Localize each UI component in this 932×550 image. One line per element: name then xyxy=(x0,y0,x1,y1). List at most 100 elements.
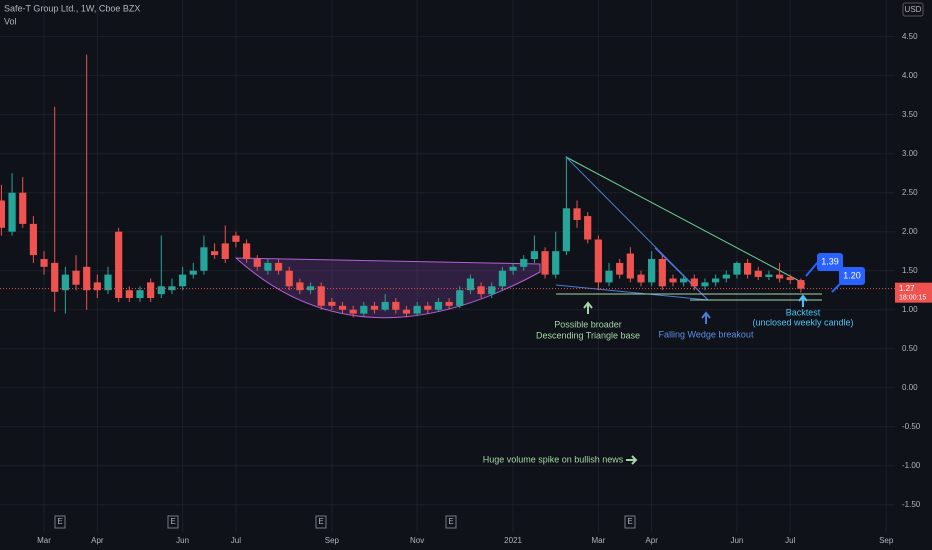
candle-body xyxy=(221,243,229,260)
countdown: 18:00:15 xyxy=(899,294,926,301)
candle-body xyxy=(232,235,240,242)
candle-body xyxy=(648,259,656,283)
y-tick-label: 2.50 xyxy=(902,188,918,197)
x-tick-label: Jul xyxy=(785,536,795,545)
candle-body xyxy=(349,309,357,314)
candle-body xyxy=(157,286,165,295)
candle-body xyxy=(147,282,155,299)
candle-body xyxy=(605,270,613,283)
candle-body xyxy=(616,262,624,275)
candle-body xyxy=(19,192,27,224)
candle-body xyxy=(211,251,219,256)
candle-body xyxy=(253,259,261,267)
price-note: 1.20 xyxy=(843,270,861,280)
candle-body xyxy=(29,223,37,256)
candle-body xyxy=(637,274,645,283)
y-tick-label: 2.00 xyxy=(902,227,918,236)
callout-pointer xyxy=(805,261,819,277)
earnings-marker: E xyxy=(627,517,632,526)
current-price: 1.27 xyxy=(899,284,915,293)
candle-body xyxy=(83,266,91,291)
candle-body xyxy=(360,305,368,314)
candle-body xyxy=(594,239,602,283)
y-tick-label: 4.50 xyxy=(902,32,918,41)
candles xyxy=(0,54,895,318)
candle-body xyxy=(402,309,411,314)
y-tick-label: 3.00 xyxy=(902,149,918,158)
candle-body xyxy=(562,208,570,252)
price-axis: 4.50 4.00 3.50 3.00 2.50 2.00 1.50 1.00 0.50 0.00… xyxy=(37,32,932,545)
candle-body xyxy=(40,259,48,267)
candle-body xyxy=(104,274,112,291)
candle-body xyxy=(61,274,69,291)
y-tick-label: 0.00 xyxy=(902,383,918,392)
candle-body xyxy=(658,259,666,287)
candle-body xyxy=(8,192,16,232)
candle-body xyxy=(765,274,773,277)
candle-body xyxy=(466,278,475,291)
y-tick-label: 1.50 xyxy=(902,266,918,275)
candle-body xyxy=(445,301,453,306)
candle-body xyxy=(477,286,485,295)
x-tick-label: Jun xyxy=(176,536,189,545)
candle-body xyxy=(712,278,720,283)
candle-body xyxy=(626,253,634,279)
candle-body xyxy=(381,301,389,310)
earnings-marker: E xyxy=(170,517,175,526)
arrow-icon xyxy=(798,294,808,307)
candle-body xyxy=(733,262,741,275)
earnings-box xyxy=(167,515,179,529)
candle-body xyxy=(0,200,5,228)
x-tick-label: Apr xyxy=(91,536,104,545)
candle-body xyxy=(285,270,293,287)
candle-body xyxy=(498,270,507,287)
candle-body xyxy=(125,290,133,299)
x-tick-label: Sep xyxy=(879,536,894,545)
arrow-icon xyxy=(583,301,593,314)
candle-body xyxy=(552,251,560,275)
currency-box xyxy=(902,2,924,17)
candle-body xyxy=(775,274,784,279)
candle-body xyxy=(680,278,688,283)
annotation: (unclosed weekly candle) xyxy=(752,317,853,327)
candle-body xyxy=(722,274,730,279)
candle-body xyxy=(509,266,517,271)
earnings-box xyxy=(315,515,327,529)
annotation: Falling Wedge breakout xyxy=(659,329,754,339)
candle-body xyxy=(93,282,101,291)
x-tick-label: Mar xyxy=(37,536,51,545)
candle-body xyxy=(669,278,677,283)
candle-body xyxy=(488,286,496,295)
candle-body xyxy=(573,208,581,220)
earnings-box xyxy=(445,515,457,529)
price-tag xyxy=(895,282,932,303)
y-tick-label: 1.00 xyxy=(902,305,918,314)
candle-body xyxy=(370,305,379,310)
x-tick-label: Jul xyxy=(231,536,241,545)
arrow-icon xyxy=(701,311,711,324)
candle-body xyxy=(51,262,59,292)
annotation: Backtest xyxy=(786,307,821,317)
candle-body xyxy=(434,301,443,310)
y-tick-label: -0.50 xyxy=(902,422,921,431)
candle-body xyxy=(317,286,325,306)
price-note: 1.39 xyxy=(821,256,839,266)
candle-body xyxy=(530,251,538,260)
cup-shape xyxy=(234,257,541,319)
y-tick-label: -1.00 xyxy=(902,461,921,470)
callout-box xyxy=(817,253,843,271)
candle-body xyxy=(456,290,464,306)
y-tick-label: -1.50 xyxy=(902,500,921,509)
candle-body xyxy=(786,276,794,281)
y-tick-label: 3.50 xyxy=(902,110,918,119)
candle-body xyxy=(541,251,549,275)
chart-title: Safe-T Group Ltd., 1W, Cboe BZX xyxy=(4,3,140,13)
annotation: Huge volume spike on bullish news xyxy=(483,454,624,464)
candle-body xyxy=(392,301,400,310)
annotation: Descending Triangle base xyxy=(536,330,640,340)
candle-body xyxy=(72,270,80,285)
candle-body xyxy=(690,278,698,287)
earnings-box xyxy=(624,515,636,529)
trend-line xyxy=(654,247,709,301)
callout-box xyxy=(839,267,865,285)
